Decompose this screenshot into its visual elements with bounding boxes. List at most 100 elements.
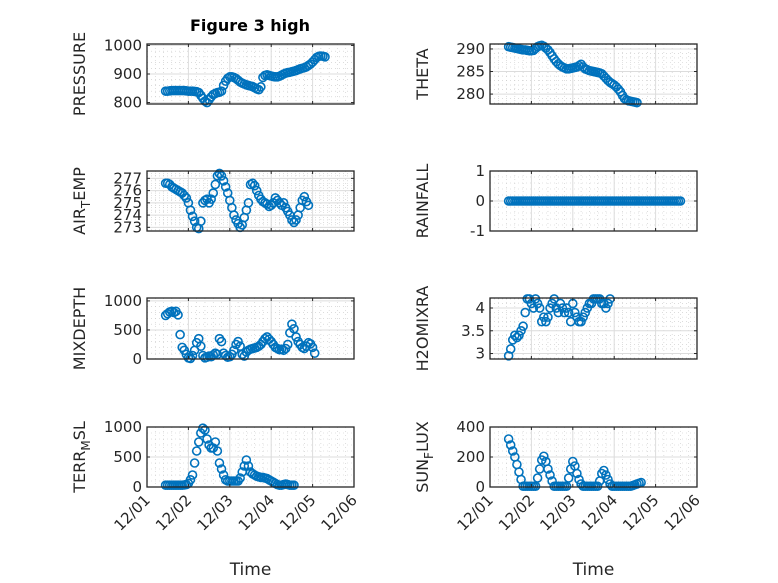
data-point [210, 437, 221, 447]
data-point [187, 470, 198, 480]
y-tick-label: 400 [456, 418, 485, 436]
y-tick-label: 290 [456, 40, 485, 58]
axes-box [146, 170, 355, 232]
data-point [289, 217, 299, 228]
data-point [173, 310, 183, 320]
data-point [247, 178, 258, 189]
y-tick-label: 274 [113, 206, 142, 224]
x-tick-label: 12/02 [152, 491, 195, 534]
data-point [249, 180, 260, 191]
data-point [514, 330, 524, 341]
data-point [193, 437, 204, 447]
y-axis-label: PRESSURE [70, 32, 89, 116]
data-point [592, 481, 603, 492]
data-point [543, 312, 553, 322]
data-point [599, 298, 609, 309]
data-point [212, 171, 223, 181]
data-point [299, 191, 310, 202]
y-tick-label: 1000 [104, 292, 142, 310]
data-point [601, 303, 611, 313]
data-point [576, 316, 586, 327]
data-point [233, 336, 243, 347]
data-point [216, 171, 227, 181]
data-point [307, 342, 318, 353]
data-point [208, 188, 219, 198]
data-point [512, 332, 522, 343]
y-axis-label: AIRTEMP [70, 167, 93, 235]
data-point [229, 210, 239, 220]
subplot-theta: 280 285 290 THETA [413, 40, 698, 108]
data-point [291, 215, 301, 225]
data-point [574, 474, 584, 485]
y-axis-label: SUNFLUX [413, 421, 436, 493]
y-tick-label: 277 [113, 169, 142, 187]
subplot-pressure: 800 900 1000 PRESSURE [70, 32, 355, 116]
data-point [539, 312, 549, 322]
y-axis-label: MIXDEPTH [70, 287, 89, 370]
data-point [520, 307, 530, 318]
y-tick-label: 276 [113, 182, 142, 200]
data-point [235, 473, 245, 483]
data-point [185, 474, 196, 485]
data-point [216, 86, 227, 96]
y-tick-label: 273 [113, 218, 142, 236]
y-tick-label: 800 [113, 94, 142, 112]
y-tick-label: 1000 [104, 418, 142, 436]
data-point [532, 473, 543, 483]
data-point [503, 434, 514, 444]
data-point [545, 303, 555, 313]
data-point [185, 205, 196, 215]
data-point [559, 307, 570, 318]
data-point [198, 423, 208, 434]
data-point [278, 198, 289, 208]
data-point [572, 468, 582, 479]
data-point [505, 440, 516, 450]
data-point [570, 307, 580, 318]
data-point [543, 464, 553, 474]
x-axis-label: Time [229, 560, 272, 580]
x-tick-label: 12/06 [318, 491, 361, 534]
y-tick-label: 280 [456, 85, 485, 103]
data-point [189, 216, 200, 227]
data-point [202, 434, 212, 444]
data-point [212, 446, 223, 456]
data-point [243, 461, 254, 471]
data-point [549, 294, 559, 304]
data-point [545, 470, 555, 480]
data-point [289, 480, 299, 491]
data-point [256, 82, 266, 92]
y-tick-label: 1 [475, 162, 485, 180]
data-point [214, 168, 225, 179]
data-point [505, 344, 516, 354]
axes-box [146, 297, 355, 360]
y-tick-label: 3 [475, 345, 485, 363]
data-point [241, 455, 252, 465]
data-point [536, 316, 547, 327]
data-point [563, 307, 574, 318]
data-point [220, 182, 231, 192]
x-tick-label: 12/02 [495, 491, 538, 534]
axes-box [489, 43, 698, 105]
data-point [557, 303, 568, 313]
data-point [287, 319, 297, 329]
y-tick-label: 0 [132, 350, 142, 368]
data-point [541, 316, 551, 327]
data-point [262, 199, 272, 209]
data-point [563, 473, 574, 483]
data-point [567, 456, 578, 467]
data-point [251, 185, 262, 196]
data-point [214, 458, 225, 468]
y-tick-label: -1 [470, 222, 485, 240]
data-point [206, 194, 216, 204]
data-point [578, 312, 588, 322]
data-point [524, 294, 535, 304]
y-tick-label: 500 [113, 321, 142, 339]
data-point [507, 446, 518, 456]
data-point [239, 461, 250, 471]
y-tick-label: 285 [456, 63, 485, 81]
data-point [320, 52, 330, 62]
y-tick-label: 0 [132, 478, 142, 496]
y-tick-label: 4 [475, 299, 485, 317]
